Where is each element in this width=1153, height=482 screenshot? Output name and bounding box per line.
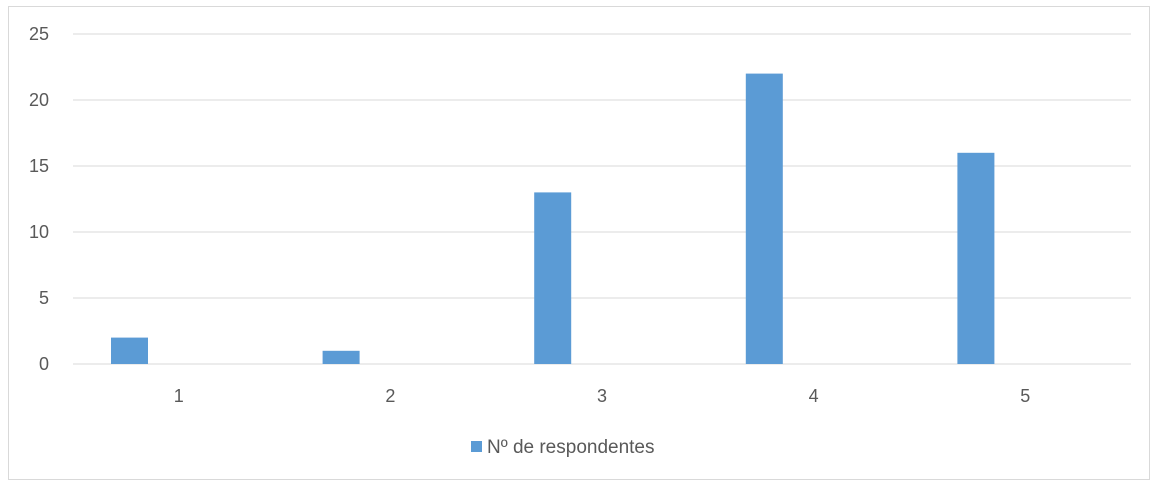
x-tick-label-1: 1 [174,386,184,406]
legend-label: Nº de respondentes [487,437,655,458]
y-tick-label-15: 15 [29,156,49,176]
y-tick-label-5: 5 [39,288,49,308]
legend: Nº de respondentes [471,437,655,458]
y-axis-tick-labels: 0 5 10 15 20 25 [29,24,49,374]
gridlines [73,33,1131,365]
bar-2 [322,350,360,364]
y-tick-label-20: 20 [29,90,49,110]
legend-swatch [471,441,482,452]
bar-3 [534,192,572,364]
x-tick-label-4: 4 [809,386,819,406]
y-tick-label-10: 10 [29,222,49,242]
x-axis-tick-labels: 1 2 3 4 5 [174,386,1030,406]
x-tick-label-5: 5 [1020,386,1030,406]
bars [111,73,995,364]
x-tick-label-3: 3 [597,386,607,406]
y-tick-label-0: 0 [39,354,49,374]
x-tick-label-2: 2 [385,386,395,406]
bar-5 [957,152,995,364]
bar-1 [111,337,148,364]
bar-4 [745,73,783,364]
y-tick-label-25: 25 [29,24,49,44]
